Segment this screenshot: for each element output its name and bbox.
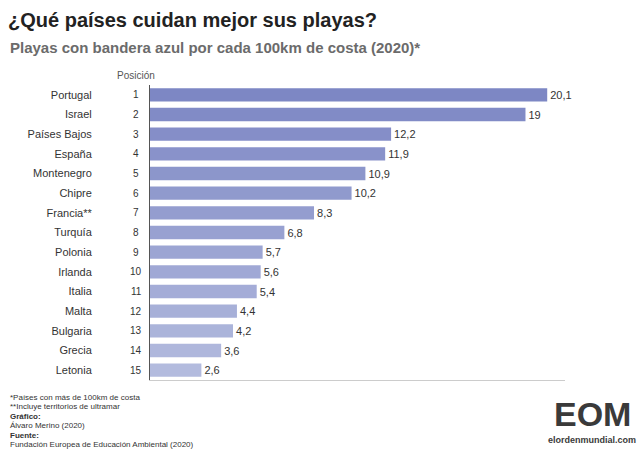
svg-text:Francia**: Francia** <box>47 207 93 219</box>
svg-text:3,6: 3,6 <box>224 345 239 357</box>
svg-text:*Países con más de 100km de co: *Países con más de 100km de costa <box>10 393 140 402</box>
svg-text:Portugal: Portugal <box>51 89 92 101</box>
svg-text:Países Bajos: Países Bajos <box>28 128 93 140</box>
svg-text:Israel: Israel <box>65 108 92 120</box>
svg-text:Bulgaria: Bulgaria <box>51 325 92 337</box>
svg-text:Irlanda: Irlanda <box>58 266 93 278</box>
svg-text:Fundación Europea de Educación: Fundación Europea de Educación Ambiental… <box>10 440 194 449</box>
svg-text:2: 2 <box>133 109 139 120</box>
svg-text:6,8: 6,8 <box>287 227 302 239</box>
svg-text:13: 13 <box>130 325 142 336</box>
svg-text:4,2: 4,2 <box>236 325 251 337</box>
svg-text:Fuente:: Fuente: <box>10 431 39 440</box>
svg-text:Grecia: Grecia <box>59 344 92 356</box>
svg-text:5: 5 <box>133 168 139 179</box>
svg-text:Malta: Malta <box>65 305 93 317</box>
svg-text:**Incluye territorios de ultra: **Incluye territorios de ultramar <box>10 402 120 411</box>
svg-text:Letonia: Letonia <box>56 364 93 376</box>
svg-text:4,4: 4,4 <box>240 305 255 317</box>
svg-text:Polonia: Polonia <box>55 246 93 258</box>
svg-text:15: 15 <box>130 365 142 376</box>
svg-text:12: 12 <box>130 306 142 317</box>
svg-text:20,1: 20,1 <box>550 89 571 101</box>
svg-text:Álvaro Merino (2020): Álvaro Merino (2020) <box>10 421 85 430</box>
svg-text:Chipre: Chipre <box>59 187 91 199</box>
svg-text:3: 3 <box>133 129 139 140</box>
svg-text:8,3: 8,3 <box>317 207 332 219</box>
svg-text:2,6: 2,6 <box>204 364 219 376</box>
svg-text:Turquía: Turquía <box>54 226 92 238</box>
svg-text:Posición: Posición <box>117 70 155 81</box>
svg-text:11: 11 <box>131 286 142 297</box>
svg-text:7: 7 <box>133 207 139 218</box>
svg-text:8: 8 <box>133 227 139 238</box>
svg-text:11,9: 11,9 <box>388 148 409 160</box>
svg-text:elordenmundial.com: elordenmundial.com <box>548 435 636 445</box>
svg-text:Montenegro: Montenegro <box>33 167 92 179</box>
svg-text:Playas con bandera azul por ca: Playas con bandera azul por cada 100km d… <box>10 39 420 56</box>
svg-text:19: 19 <box>528 109 540 121</box>
svg-text:EOM: EOM <box>554 395 631 433</box>
svg-text:4: 4 <box>133 148 139 159</box>
svg-text:5,6: 5,6 <box>264 266 279 278</box>
svg-text:14: 14 <box>130 345 142 356</box>
svg-text:10,2: 10,2 <box>355 187 376 199</box>
svg-text:¿Qué países cuidan mejor sus p: ¿Qué países cuidan mejor sus playas? <box>8 9 377 31</box>
svg-text:5,4: 5,4 <box>260 286 275 298</box>
svg-text:1: 1 <box>133 89 139 100</box>
svg-text:9: 9 <box>133 247 139 258</box>
svg-text:Italia: Italia <box>69 285 93 297</box>
svg-text:10,9: 10,9 <box>368 168 389 180</box>
svg-text:12,2: 12,2 <box>394 128 415 140</box>
svg-text:6: 6 <box>133 188 139 199</box>
svg-text:España: España <box>54 148 92 160</box>
svg-text:Gráfico:: Gráfico: <box>10 412 41 421</box>
svg-text:5,7: 5,7 <box>266 246 281 258</box>
svg-text:10: 10 <box>130 266 142 277</box>
